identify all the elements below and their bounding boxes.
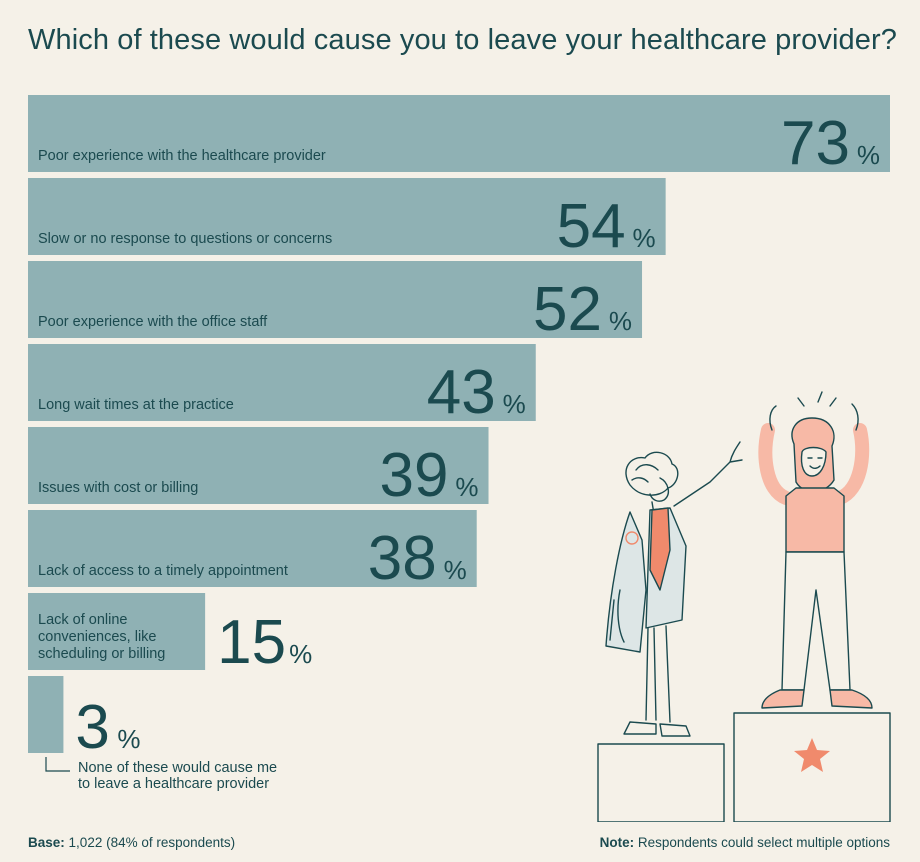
note-text: Respondents could select multiple option…: [637, 835, 890, 850]
value-unit-label: %: [857, 140, 880, 170]
bar: [28, 427, 489, 504]
category-label: scheduling or billing: [38, 646, 165, 662]
chart-title: Which of these would cause you to leave …: [28, 24, 897, 56]
category-label: None of these would cause me: [78, 760, 277, 776]
base-label: Base:: [28, 835, 65, 850]
value-unit-label: %: [503, 389, 526, 419]
label-bracket: [45, 757, 70, 772]
bar: [28, 261, 643, 338]
value-label: 15: [217, 608, 286, 677]
note-label: Note:: [599, 835, 635, 850]
value-label: 54: [557, 192, 626, 261]
value-label: 43: [427, 358, 496, 427]
category-label: Poor experience with the office staff: [38, 314, 268, 330]
doctor-shirt: [649, 507, 671, 591]
low-podium: [597, 743, 725, 822]
value-unit-label: %: [455, 472, 478, 502]
stethoscope-icon: [625, 531, 639, 545]
category-label: Poor experience with the healthcare prov…: [38, 148, 326, 164]
bar: [28, 95, 890, 172]
category-label: to leave a healthcare provider: [78, 776, 269, 792]
category-label: Long wait times at the practice: [38, 397, 234, 413]
bar: [28, 676, 64, 753]
patient-top: [785, 487, 845, 553]
value-unit-label: %: [609, 306, 632, 336]
doctor-and-patient-illustration: [597, 391, 891, 822]
bar: [28, 344, 536, 421]
base-footnote: Base: 1,022 (84% of respondents): [28, 835, 235, 850]
star-icon: [794, 738, 830, 772]
high-podium: [733, 712, 891, 822]
value-unit-label: %: [633, 223, 656, 253]
category-label: Lack of access to a timely appointment: [38, 563, 288, 579]
value-label: 39: [380, 441, 449, 510]
value-label: 73: [781, 109, 850, 178]
value-label: 52: [533, 275, 602, 344]
value-label: 38: [368, 524, 437, 593]
value-unit-label: %: [444, 555, 467, 585]
value-label: 3: [75, 693, 109, 762]
value-unit-label: %: [289, 639, 312, 669]
category-label: conveniences, like: [38, 629, 157, 645]
bar: [28, 178, 666, 255]
category-label: Slow or no response to questions or conc…: [38, 231, 332, 247]
bar: [28, 593, 206, 670]
category-label: Lack of online: [38, 612, 127, 628]
category-label: Issues with cost or billing: [38, 480, 198, 496]
value-unit-label: %: [117, 724, 140, 754]
bar: [28, 510, 477, 587]
base-text: 1,022 (84% of respondents): [68, 835, 236, 850]
note-footnote: Note: Respondents could select multiple …: [600, 835, 890, 850]
